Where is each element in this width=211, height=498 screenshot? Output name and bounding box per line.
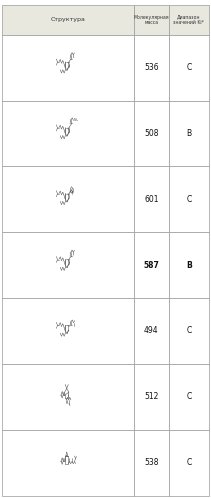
Bar [2,166,134,232]
Text: C: C [186,195,191,204]
Text: C: C [186,392,191,401]
Bar [2,5,134,35]
Text: 494: 494 [144,327,159,336]
Bar [134,232,169,298]
Bar [169,166,209,232]
Bar [169,5,209,35]
Bar [134,166,169,232]
Text: 508: 508 [144,129,159,138]
Text: B: B [186,260,192,270]
Bar [134,364,169,430]
Bar [169,101,209,166]
Bar [134,298,169,364]
Text: Молекулярная
масса: Молекулярная масса [134,14,169,25]
Text: Структура: Структура [51,17,85,22]
Bar [2,298,134,364]
Text: 587: 587 [143,260,159,270]
Bar [169,364,209,430]
Bar [2,101,134,166]
Bar [134,5,169,35]
Text: 538: 538 [144,458,159,467]
Text: Диапазон
значений Ki*: Диапазон значений Ki* [173,14,204,25]
Text: C: C [186,458,191,467]
Text: C: C [186,63,191,72]
Text: 536: 536 [144,63,159,72]
Bar [134,101,169,166]
Text: B: B [186,129,191,138]
Bar [169,430,209,496]
Text: 512: 512 [144,392,159,401]
Bar [134,430,169,496]
Bar [2,364,134,430]
Bar [2,430,134,496]
Bar [134,35,169,101]
Bar [2,232,134,298]
Text: NH₂: NH₂ [74,118,79,122]
Bar [169,298,209,364]
Text: C: C [186,327,191,336]
Bar [2,35,134,101]
Text: 601: 601 [144,195,159,204]
Bar [169,232,209,298]
Bar [169,35,209,101]
